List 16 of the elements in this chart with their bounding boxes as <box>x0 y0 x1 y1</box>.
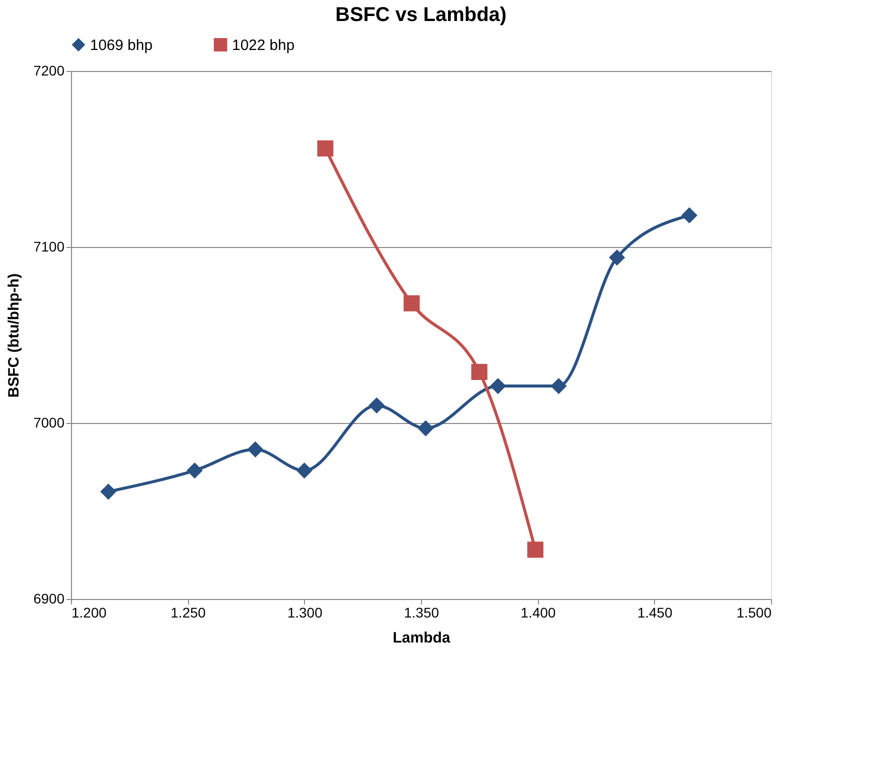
x-tick-label: 1.500 <box>736 604 772 620</box>
x-tick-label: 1.400 <box>520 604 556 620</box>
y-tick-label: 7200 <box>33 62 65 78</box>
x-tick-label: 1.200 <box>72 604 107 620</box>
legend-label: 1022 bhp <box>232 36 295 54</box>
x-tick-label: 1.300 <box>287 604 323 620</box>
x-tick-label: 1.250 <box>170 604 206 620</box>
y-tick-label: 7000 <box>33 414 65 430</box>
x-tick-label: 1.350 <box>404 604 440 620</box>
legend-label: 1069 bhp <box>90 36 153 54</box>
chart-title: BSFC vs Lambda) <box>335 4 507 26</box>
x-tick-label: 1.450 <box>637 604 673 620</box>
y-tick-label: 6900 <box>33 590 65 606</box>
y-axis-title: BSFC (btu/bhp-h) <box>5 273 22 398</box>
x-axis-title: Lambda <box>392 630 451 646</box>
y-tick-label: 7100 <box>33 238 65 254</box>
